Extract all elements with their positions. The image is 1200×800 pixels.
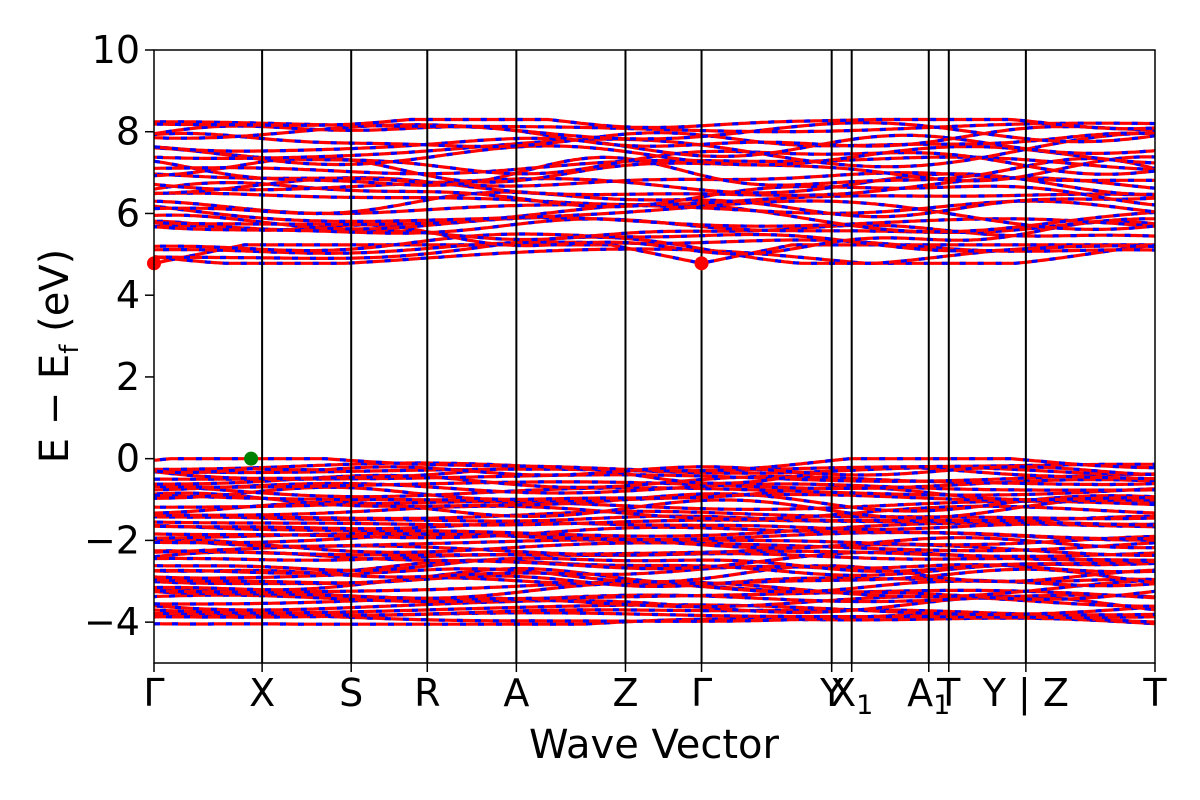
band-line-spin-down bbox=[154, 492, 1155, 503]
kpoint-lines bbox=[261, 50, 1027, 663]
band-line-spin-down bbox=[154, 536, 1155, 550]
band-line-spin-up bbox=[154, 509, 1155, 521]
band-line-spin-down bbox=[154, 190, 1155, 219]
marker-cbm bbox=[694, 256, 709, 271]
band-line-spin-down bbox=[154, 171, 1155, 188]
x-tick-label: Z bbox=[612, 671, 638, 715]
band-line-spin-up bbox=[154, 243, 1155, 265]
band-line-spin-down bbox=[154, 586, 1155, 601]
band-line-spin-down bbox=[154, 537, 1155, 554]
band-line-spin-down bbox=[154, 543, 1155, 557]
band-line-spin-down bbox=[154, 485, 1155, 502]
y-tick-label: 8 bbox=[116, 110, 140, 154]
band-line-spin-down bbox=[154, 525, 1155, 541]
y-axis-label-sub: f bbox=[55, 344, 85, 354]
band-line-spin-down bbox=[154, 120, 1155, 134]
band-line-spin-down bbox=[154, 616, 1155, 626]
band-line-spin-down bbox=[154, 145, 1155, 176]
x-tick-label: A bbox=[503, 671, 529, 715]
y-tick-label: 10 bbox=[92, 28, 140, 72]
x-tick-label: A1 bbox=[907, 671, 950, 721]
band-line-spin-down bbox=[154, 497, 1155, 520]
band-line-spin-down bbox=[154, 556, 1155, 573]
band-line-spin-up bbox=[154, 481, 1155, 495]
band-line-spin-down bbox=[154, 155, 1155, 184]
band-line-spin-down bbox=[154, 144, 1155, 167]
x-tick-label: Y bbox=[819, 671, 844, 715]
y-tick-label: 0 bbox=[116, 437, 140, 481]
band-line-spin-down bbox=[154, 243, 1155, 265]
x-tick-label: X1 bbox=[830, 671, 873, 721]
y-axis: −4 −2 0 2 4 6 8 10 bbox=[84, 28, 154, 644]
x-tick-label: T bbox=[936, 671, 961, 715]
band-line-spin-down bbox=[154, 564, 1155, 584]
extrema-markers bbox=[147, 256, 709, 466]
y-tick-label: 6 bbox=[116, 191, 140, 235]
plot-frame bbox=[153, 49, 1156, 664]
x-tick-label: Y | Z bbox=[982, 671, 1069, 716]
band-line-spin-down bbox=[154, 133, 1155, 158]
band-line-spin-down bbox=[154, 199, 1155, 231]
band-line-spin-down bbox=[154, 232, 1155, 253]
x-axis-label: Wave Vector bbox=[529, 722, 780, 768]
y-tick-label: 2 bbox=[116, 355, 140, 399]
x-tick-label: S bbox=[339, 671, 363, 715]
y-axis-label-main: E − E bbox=[32, 354, 78, 464]
band-line-spin-down bbox=[154, 235, 1155, 265]
band-line-spin-down bbox=[154, 563, 1155, 579]
band-line-spin-down bbox=[154, 504, 1155, 521]
band-line-spin-down bbox=[154, 521, 1155, 531]
band-line-spin-down bbox=[154, 131, 1155, 149]
band-line-spin-down bbox=[154, 457, 1155, 473]
band-line-spin-down bbox=[154, 155, 1155, 176]
band-line-spin-down bbox=[154, 180, 1155, 209]
band-line-spin-up bbox=[154, 121, 1155, 144]
band-line-spin-down bbox=[154, 611, 1155, 619]
y-tick-label: 4 bbox=[116, 273, 140, 317]
band-line-spin-down bbox=[154, 465, 1155, 485]
x-tick-label: Γ bbox=[143, 671, 164, 715]
y-tick-label: −4 bbox=[84, 600, 140, 644]
band-line-spin-down bbox=[154, 131, 1155, 169]
band-line-spin-down bbox=[154, 491, 1155, 513]
x-tick-label: T bbox=[1142, 671, 1167, 715]
bands-layer bbox=[154, 117, 1155, 626]
band-line-spin-down bbox=[154, 465, 1155, 477]
band-line-spin-down bbox=[154, 521, 1155, 538]
band-line-spin-down bbox=[154, 595, 1155, 609]
band-line-spin-down bbox=[154, 117, 1155, 131]
x-tick-label: X bbox=[249, 671, 275, 715]
y-axis-label: E − Ef (eV) bbox=[32, 249, 85, 464]
x-tick-label: R bbox=[414, 671, 440, 715]
y-axis-label-unit: (eV) bbox=[32, 249, 78, 345]
marker-vbm bbox=[244, 451, 259, 466]
band-line-spin-down bbox=[154, 238, 1155, 255]
x-tick-label: Γ bbox=[691, 671, 712, 715]
band-line-spin-down bbox=[154, 603, 1155, 617]
y-tick-label: −2 bbox=[84, 518, 140, 562]
band-line-spin-down bbox=[154, 532, 1155, 547]
band-line-spin-down bbox=[154, 213, 1155, 231]
band-line-spin-down bbox=[154, 608, 1155, 617]
band-line-spin-down bbox=[154, 578, 1155, 599]
band-line-spin-down bbox=[154, 124, 1155, 148]
